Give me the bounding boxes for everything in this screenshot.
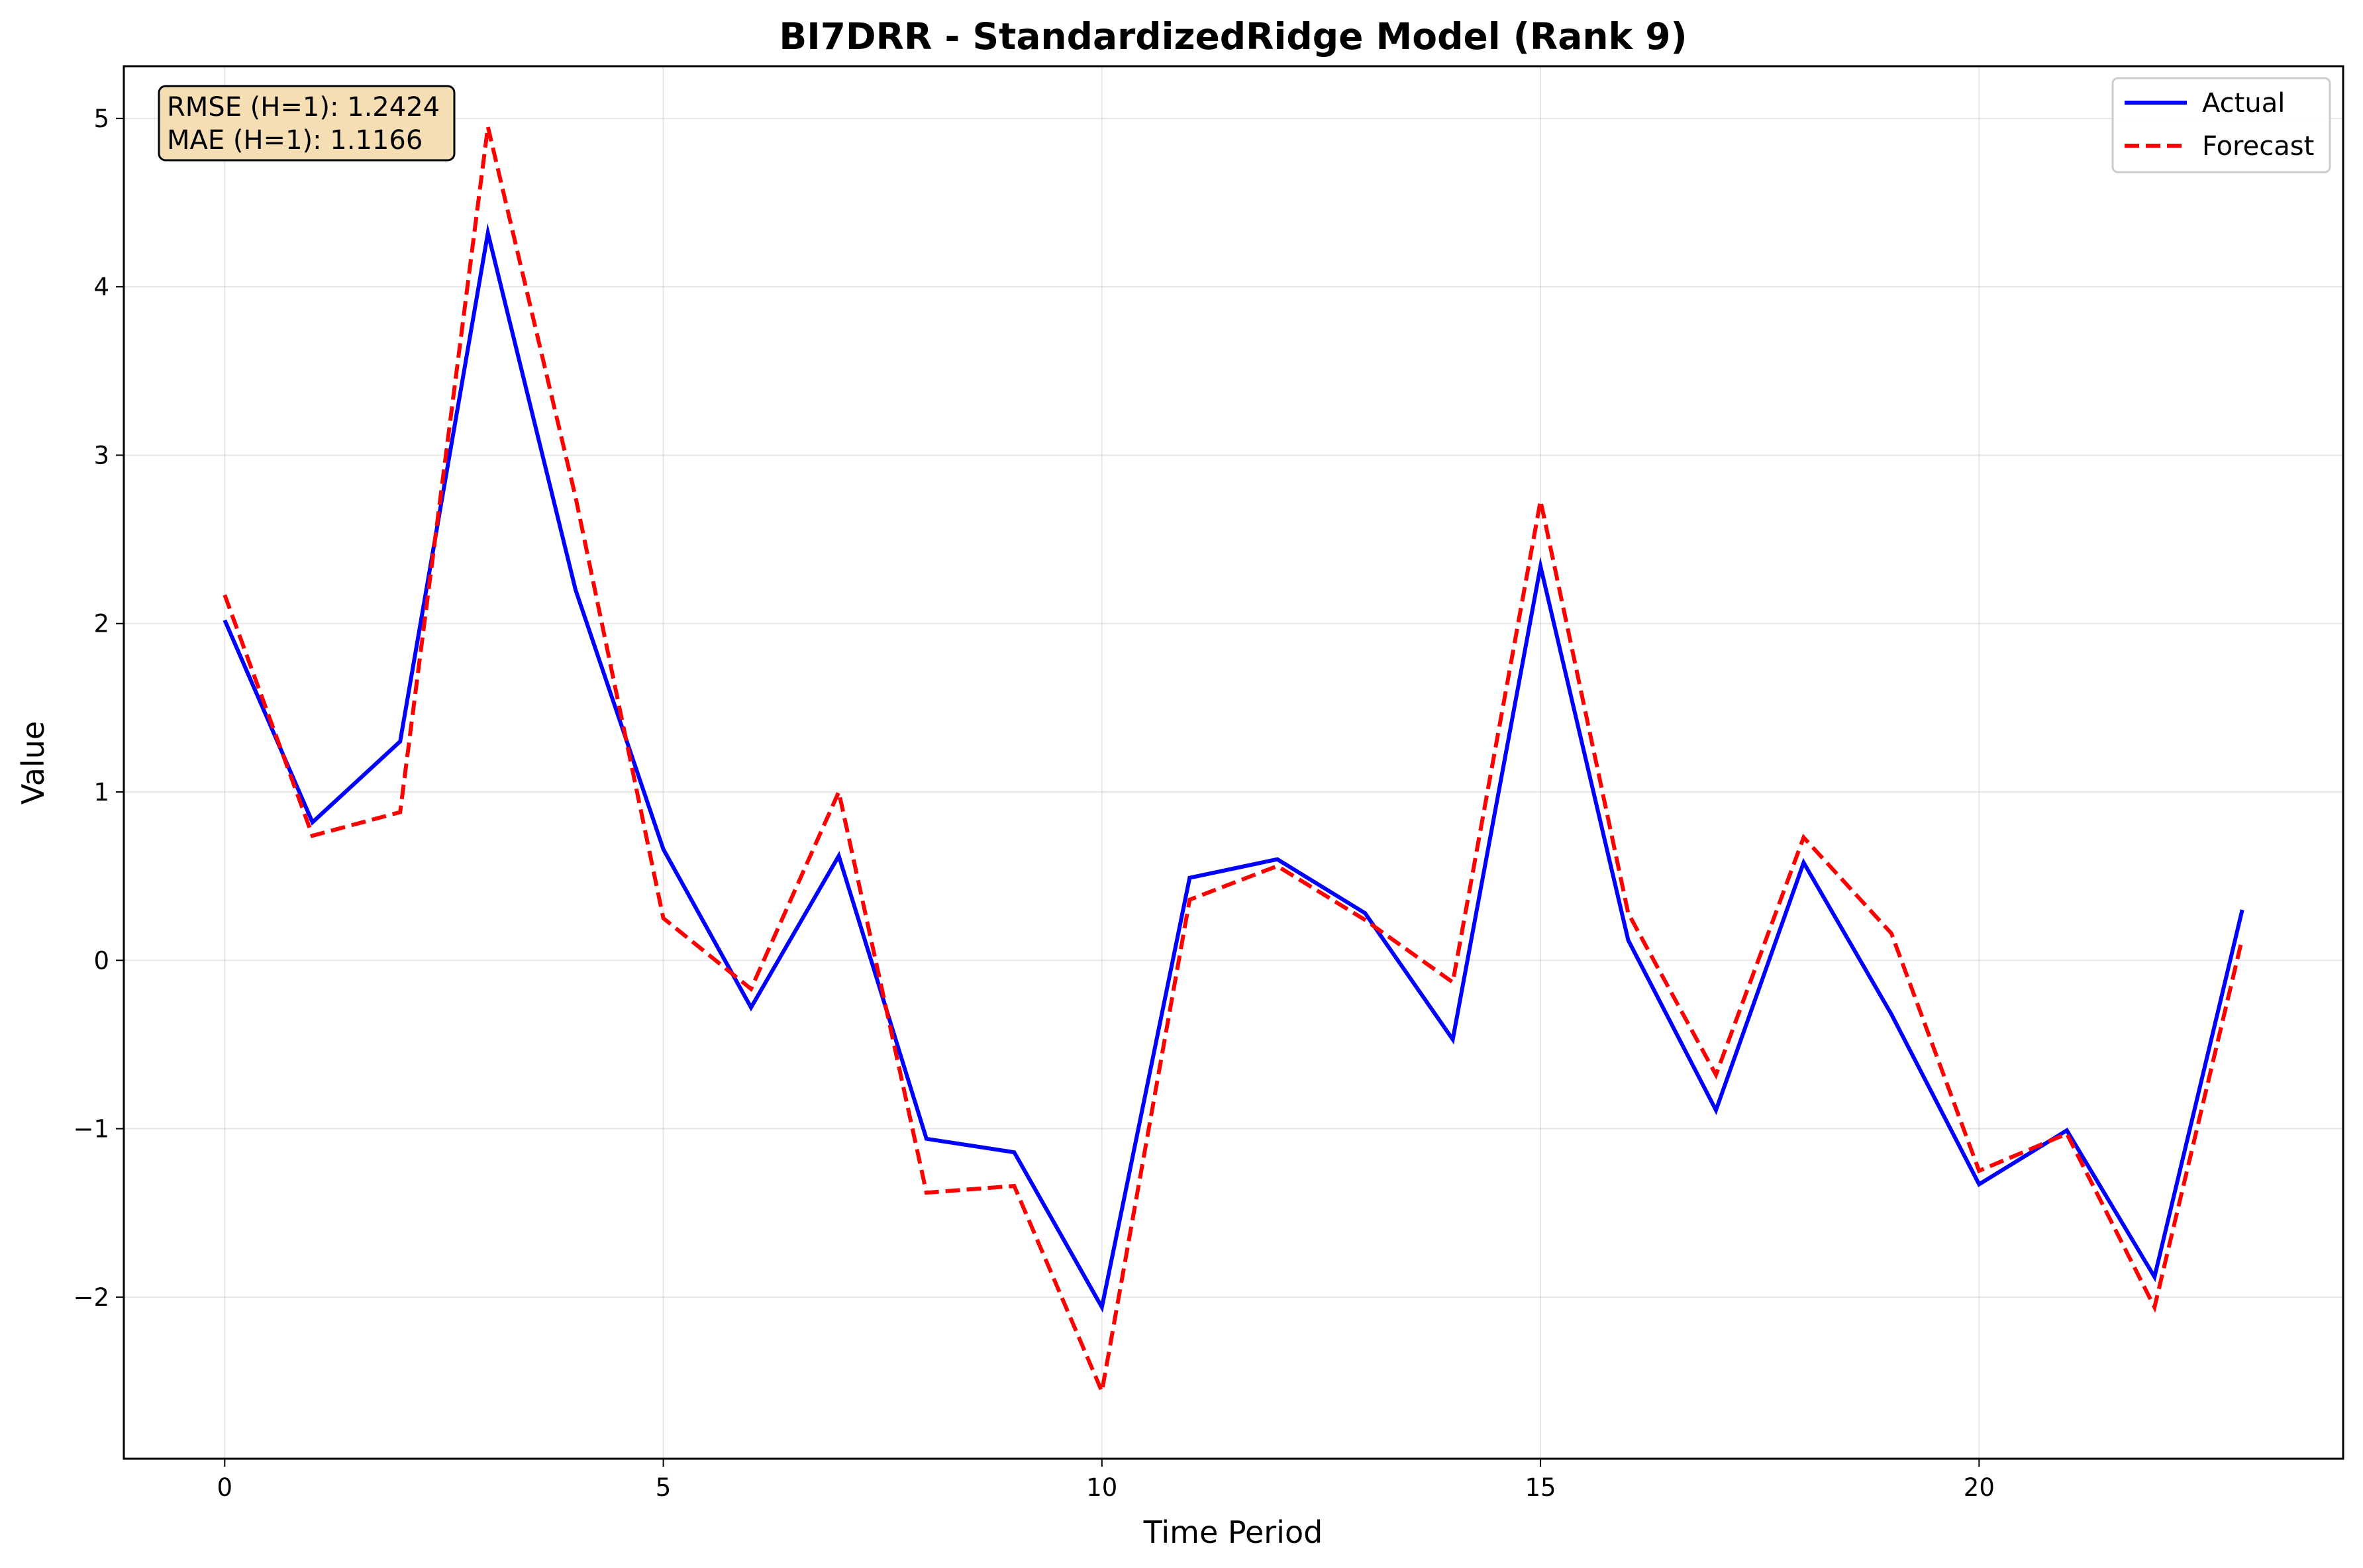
x-tick-label: 20	[1964, 1473, 1995, 1502]
x-axis-title: Time Period	[1143, 1514, 1323, 1550]
mae-label: MAE (H=1): 1.1166	[167, 125, 423, 156]
legend: Actual Forecast	[2111, 77, 2331, 173]
x-tick-label: 5	[656, 1473, 672, 1502]
y-tick-label: 3	[93, 441, 109, 469]
rmse-label: RMSE (H=1): 1.2424	[167, 92, 440, 122]
x-tick-label: 15	[1525, 1473, 1556, 1502]
grid-lines	[124, 66, 2343, 1459]
y-axis-ticks: −2 −1 0 1 2 3 4 5	[73, 105, 124, 1312]
chart-title: BI7DRR - StandardizedRidge Model (Rank 9…	[779, 15, 1687, 58]
plot-area-frame	[123, 65, 2344, 1460]
y-tick-label: 0	[93, 946, 109, 975]
x-tick-label: 10	[1086, 1473, 1117, 1502]
y-tick-label: −2	[73, 1283, 109, 1312]
y-tick-label: 5	[93, 105, 109, 133]
x-tick-label: 0	[217, 1473, 233, 1502]
legend-label-actual: Actual	[2202, 88, 2285, 119]
y-tick-label: 1	[93, 778, 109, 807]
y-tick-label: 4	[93, 273, 109, 301]
x-axis-ticks: 0 5 10 15 20	[217, 1459, 1995, 1502]
legend-label-forecast: Forecast	[2202, 131, 2314, 162]
y-tick-label: −1	[73, 1115, 109, 1144]
metrics-box-background	[158, 85, 456, 162]
series-line-actual	[223, 223, 2244, 1313]
y-axis-title: Value	[15, 721, 51, 805]
y-tick-label: 2	[93, 610, 109, 638]
series-lines	[223, 115, 2244, 1398]
series-line-forecast	[223, 115, 2244, 1398]
metrics-box: RMSE (H=1): 1.2424 MAE (H=1): 1.1166	[158, 85, 456, 162]
